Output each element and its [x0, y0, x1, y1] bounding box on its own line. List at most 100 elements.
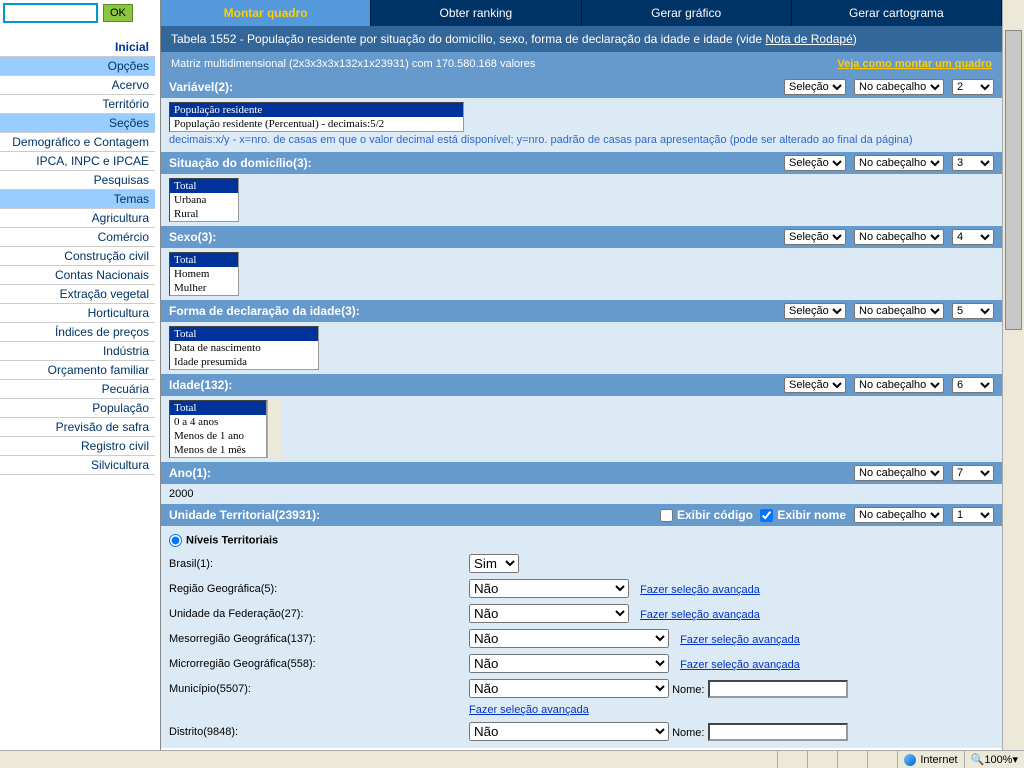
matrix-info: Matriz multidimensional (2x3x3x3x132x1x2… [171, 58, 535, 70]
ut-checks: Exibir código Exibir nome [656, 508, 846, 522]
situacao-pos[interactable]: No cabeçalho [854, 155, 944, 171]
tab[interactable]: Gerar gráfico [582, 0, 792, 26]
nivel-row: Mesorregião Geográfica(137):Não Fazer se… [169, 626, 994, 651]
adv-link[interactable]: Fazer seleção avançada [640, 609, 760, 621]
nivel-label: Microrregião Geográfica(558): [169, 658, 469, 670]
sidebar-item[interactable]: Pesquisas [0, 171, 155, 190]
variavel-pos[interactable]: No cabeçalho [854, 79, 944, 95]
section-forma-header: Forma de declaração da idade(3): Seleção… [161, 300, 1002, 322]
nivel-row: Distrito(9848):Não Nome: [169, 719, 994, 744]
sidebar-item[interactable]: Orçamento familiar [0, 361, 155, 380]
variavel-listbox[interactable]: População residentePopulação residente (… [169, 102, 464, 132]
forma-listbox[interactable]: TotalData de nascimentoIdade presumida [169, 326, 319, 370]
sidebar-item[interactable]: Extração vegetal [0, 285, 155, 304]
sidebar-item[interactable]: Inicial [0, 38, 155, 57]
sidebar-item[interactable]: Acervo [0, 76, 155, 95]
section-ano-body: 2000 [161, 484, 1002, 504]
variavel-num[interactable]: 2 [952, 79, 994, 95]
idade-pos[interactable]: No cabeçalho [854, 377, 944, 393]
nivel-select[interactable]: Não [469, 654, 669, 673]
niveis-radio[interactable] [169, 534, 182, 547]
sidebar-item[interactable]: IPCA, INPC e IPCAE [0, 152, 155, 171]
sidebar-item[interactable]: Horticultura [0, 304, 155, 323]
sidebar-item[interactable]: Pecuária [0, 380, 155, 399]
sidebar-item[interactable]: Agricultura [0, 209, 155, 228]
sidebar-item[interactable]: Silvicultura [0, 456, 155, 475]
sidebar-item[interactable]: Demográfico e Contagem [0, 133, 155, 152]
situacao-num[interactable]: 3 [952, 155, 994, 171]
variavel-selecao[interactable]: Seleção [784, 79, 846, 95]
idade-selecao[interactable]: Seleção [784, 377, 846, 393]
tab[interactable]: Montar quadro [161, 0, 371, 26]
nivel-row: Região Geográfica(5):Não Fazer seleção a… [169, 576, 994, 601]
zoom-icon: 🔍 [971, 753, 985, 766]
sidebar-item[interactable]: Previsão de safra [0, 418, 155, 437]
nivel-label: Brasil(1): [169, 558, 469, 570]
exibir-nome-chk[interactable] [760, 509, 773, 522]
nivel-select[interactable]: Não [469, 604, 629, 623]
sexo-listbox[interactable]: TotalHomemMulher [169, 252, 239, 296]
section-sexo-body: TotalHomemMulher [161, 248, 1002, 300]
section-forma-body: TotalData de nascimentoIdade presumida [161, 322, 1002, 374]
adv-link[interactable]: Fazer seleção avançada [469, 704, 589, 716]
nivel-row: Brasil(1):Sim [169, 551, 994, 576]
sidebar-item[interactable]: Comércio [0, 228, 155, 247]
exibir-codigo-chk[interactable] [660, 509, 673, 522]
sidebar-item[interactable]: População [0, 399, 155, 418]
howto-link[interactable]: Veja como montar um quadro [837, 58, 992, 70]
sidebar-item[interactable]: Construção civil [0, 247, 155, 266]
forma-selecao[interactable]: Seleção [784, 303, 846, 319]
main-scrollbar[interactable] [1002, 0, 1024, 750]
sidebar-item[interactable]: Território [0, 95, 155, 114]
idade-listbox[interactable]: Total0 a 4 anosMenos de 1 anoMenos de 1 … [169, 400, 267, 458]
nivel-select[interactable]: Não [469, 629, 669, 648]
footnote-link[interactable]: Nota de Rodapé [765, 32, 852, 46]
tab[interactable]: Obter ranking [371, 0, 581, 26]
tab[interactable]: Gerar cartograma [792, 0, 1002, 26]
sidebar-item[interactable]: Contas Nacionais [0, 266, 155, 285]
sidebar-item[interactable]: Opções [0, 57, 155, 76]
main-content: Montar quadroObter rankingGerar gráficoG… [160, 0, 1002, 750]
nivel-select[interactable]: Não [469, 579, 629, 598]
nivel-label: Unidade da Federação(27): [169, 608, 469, 620]
sexo-num[interactable]: 4 [952, 229, 994, 245]
nivel-row: Microrregião Geográfica(558):Não Fazer s… [169, 651, 994, 676]
subtitle-row: Matriz multidimensional (2x3x3x3x132x1x2… [161, 52, 1002, 76]
nivel-select[interactable]: Sim [469, 554, 519, 573]
nivel-label: Município(5507): [169, 683, 469, 695]
idade-scrollbar[interactable] [267, 400, 281, 458]
search-ok-button[interactable]: OK [103, 4, 133, 22]
nivel-select[interactable]: Não [469, 722, 669, 741]
sexo-selecao[interactable]: Seleção [784, 229, 846, 245]
ano-pos[interactable]: No cabeçalho [854, 465, 944, 481]
nome-input[interactable] [708, 723, 848, 741]
nivel-label: Mesorregião Geográfica(137): [169, 633, 469, 645]
page-title: Tabela 1552 - População residente por si… [161, 26, 1002, 52]
adv-link[interactable]: Fazer seleção avançada [680, 634, 800, 646]
forma-num[interactable]: 5 [952, 303, 994, 319]
sidebar-item[interactable]: Índices de preços [0, 323, 155, 342]
sidebar-item[interactable]: Indústria [0, 342, 155, 361]
sidebar-item[interactable]: Registro civil [0, 437, 155, 456]
forma-pos[interactable]: No cabeçalho [854, 303, 944, 319]
ut-num[interactable]: 1 [952, 507, 994, 523]
section-idade-body: Total0 a 4 anosMenos de 1 anoMenos de 1 … [161, 396, 1002, 462]
ut-pos[interactable]: No cabeçalho [854, 507, 944, 523]
sexo-pos[interactable]: No cabeçalho [854, 229, 944, 245]
adv-link[interactable]: Fazer seleção avançada [640, 584, 760, 596]
adv-link[interactable]: Fazer seleção avançada [680, 659, 800, 671]
sidebar-item[interactable]: Temas [0, 190, 155, 209]
idade-num[interactable]: 6 [952, 377, 994, 393]
search-input[interactable] [3, 3, 98, 23]
nome-input[interactable] [708, 680, 848, 698]
situacao-selecao[interactable]: Seleção [784, 155, 846, 171]
nivel-label: Distrito(9848): [169, 726, 469, 738]
nivel-select[interactable]: Não [469, 679, 669, 698]
section-idade-header: Idade(132): Seleção No cabeçalho 6 [161, 374, 1002, 396]
globe-icon [904, 754, 916, 766]
situacao-listbox[interactable]: TotalUrbanaRural [169, 178, 239, 222]
sidebar-item[interactable]: Seções [0, 114, 155, 133]
status-zone: Internet [920, 754, 957, 766]
nivel-row: Unidade da Federação(27):Não Fazer seleç… [169, 601, 994, 626]
ano-num[interactable]: 7 [952, 465, 994, 481]
